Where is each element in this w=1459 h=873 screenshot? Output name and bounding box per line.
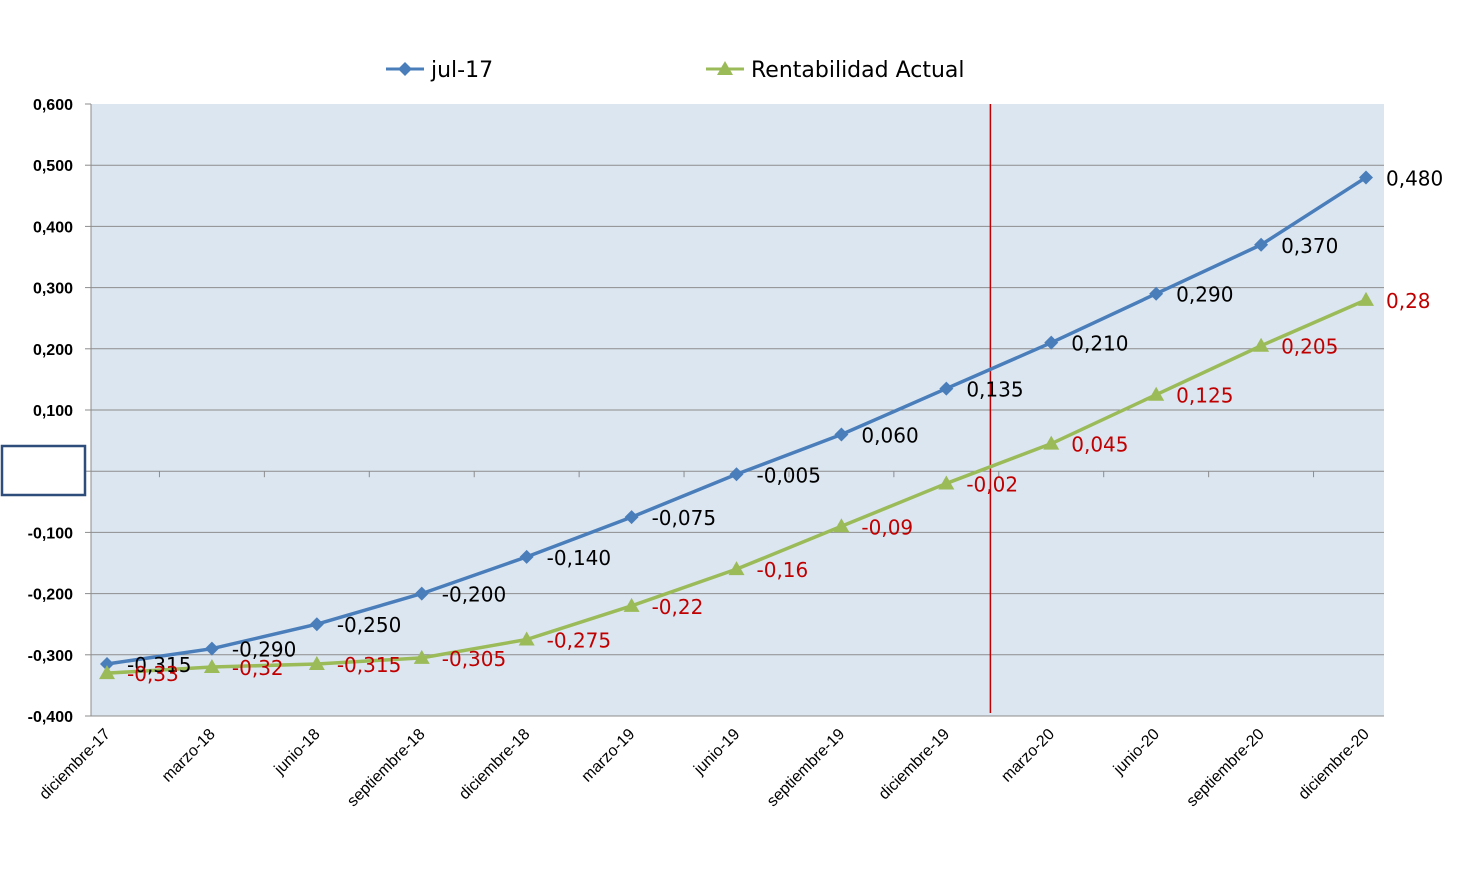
data-point[interactable] — [204, 641, 219, 656]
y-tick-label: 0,300 — [33, 281, 73, 298]
data-point[interactable] — [1254, 237, 1269, 252]
data-point[interactable] — [518, 631, 535, 646]
data-label: -0,315 — [337, 653, 401, 677]
data-point[interactable] — [624, 510, 639, 525]
data-label: -0,32 — [232, 656, 284, 680]
data-point[interactable] — [414, 586, 429, 601]
data-point[interactable] — [834, 427, 849, 442]
legend-item-jul-17[interactable]: jul-17 — [386, 58, 493, 83]
data-point[interactable] — [729, 467, 744, 482]
data-point[interactable] — [203, 659, 220, 674]
y-axis: 0,600 0,500 0,400 0,300 0,200 0,100 -0,100 -0,2… — [28, 97, 1384, 726]
data-point[interactable] — [728, 561, 745, 576]
data-point[interactable] — [1148, 386, 1165, 401]
data-label: 0,125 — [1176, 384, 1233, 408]
x-tick-label: junio-19 — [690, 726, 743, 779]
data-point[interactable] — [623, 597, 640, 612]
legend-label-rentabilidad-actual: Rentabilidad Actual — [751, 58, 965, 83]
y-tick-label: 0,200 — [33, 342, 73, 359]
x-tick-label: diciembre-17 — [36, 726, 113, 803]
data-label: -0,005 — [757, 463, 821, 487]
x-tick-label: marzo-20 — [998, 726, 1058, 786]
data-label: -0,250 — [337, 613, 401, 637]
data-label: 0,290 — [1176, 283, 1233, 307]
data-label: -0,200 — [442, 583, 506, 607]
data-label: -0,33 — [127, 662, 179, 686]
data-labels: -0,315 -0,290 -0,250 -0,200 -0,140 -0,075 -0,0… — [127, 166, 1443, 686]
data-point[interactable] — [833, 518, 850, 533]
x-axis: diciembre-17 marzo-18 junio-18 septiembre-1… — [36, 726, 1372, 810]
diamond-marker-icon — [398, 62, 412, 76]
data-label: 0,135 — [966, 378, 1023, 402]
data-label: -0,140 — [547, 546, 611, 570]
data-label: 0,480 — [1386, 166, 1443, 190]
data-label: 0,045 — [1071, 433, 1128, 457]
data-point[interactable] — [519, 549, 534, 564]
data-label: -0,09 — [861, 515, 913, 539]
x-tick-label: marzo-18 — [159, 726, 219, 786]
data-point[interactable] — [1253, 337, 1270, 352]
data-point[interactable] — [309, 617, 324, 632]
data-point[interactable] — [308, 655, 325, 670]
legend-item-rentabilidad-actual[interactable]: Rentabilidad Actual — [706, 58, 965, 83]
data-point[interactable] — [1359, 170, 1373, 185]
series-group — [99, 170, 1374, 680]
data-label: -0,305 — [442, 647, 506, 671]
data-point[interactable] — [1043, 435, 1060, 450]
highlight-box — [0, 444, 87, 497]
data-point[interactable] — [1149, 286, 1164, 301]
y-tick-label: 0,100 — [33, 403, 73, 420]
data-label: 0,28 — [1386, 289, 1431, 313]
data-label: -0,22 — [652, 595, 704, 619]
x-tick-label: septiembre-20 — [1184, 726, 1268, 810]
x-tick-label: diciembre-19 — [876, 726, 953, 803]
data-label: -0,16 — [757, 558, 809, 582]
data-point[interactable] — [100, 656, 114, 671]
data-point[interactable] — [1044, 335, 1059, 350]
y-tick-label: -0,200 — [28, 587, 73, 604]
legend: jul-17 Rentabilidad Actual — [386, 58, 965, 83]
data-label: 0,060 — [861, 423, 918, 447]
data-label: 0,210 — [1071, 332, 1128, 356]
x-tick-label: septiembre-19 — [764, 726, 848, 810]
x-tick-label: diciembre-20 — [1295, 726, 1372, 803]
data-label: -0,315 — [127, 653, 191, 677]
data-label: -0,02 — [966, 472, 1018, 496]
triangle-marker-icon — [717, 61, 733, 75]
data-label: 0,370 — [1281, 234, 1338, 258]
y-tick-label: 0,400 — [33, 219, 73, 236]
data-point[interactable] — [938, 475, 955, 490]
data-point[interactable] — [1358, 291, 1374, 306]
data-label: -0,275 — [547, 629, 611, 653]
y-tick-label: -0,300 — [28, 648, 73, 665]
y-tick-label: 0,600 — [33, 97, 73, 114]
x-tick-label: septiembre-18 — [344, 726, 428, 810]
data-label: 0,205 — [1281, 335, 1338, 359]
x-tick-label: junio-18 — [271, 726, 324, 779]
legend-label-jul-17: jul-17 — [430, 58, 493, 83]
x-tick-label: marzo-19 — [579, 726, 639, 786]
data-label: -0,290 — [232, 638, 296, 662]
data-point[interactable] — [939, 381, 954, 396]
y-tick-label: -0,400 — [28, 709, 73, 726]
y-tick-label: 0,500 — [33, 158, 73, 175]
data-label: -0,075 — [652, 506, 716, 530]
y-tick-label: -0,100 — [28, 525, 73, 542]
data-point[interactable] — [413, 649, 430, 664]
x-tick-label: diciembre-18 — [456, 726, 533, 803]
x-tick-label: junio-20 — [1110, 726, 1163, 779]
data-point[interactable] — [99, 665, 115, 680]
